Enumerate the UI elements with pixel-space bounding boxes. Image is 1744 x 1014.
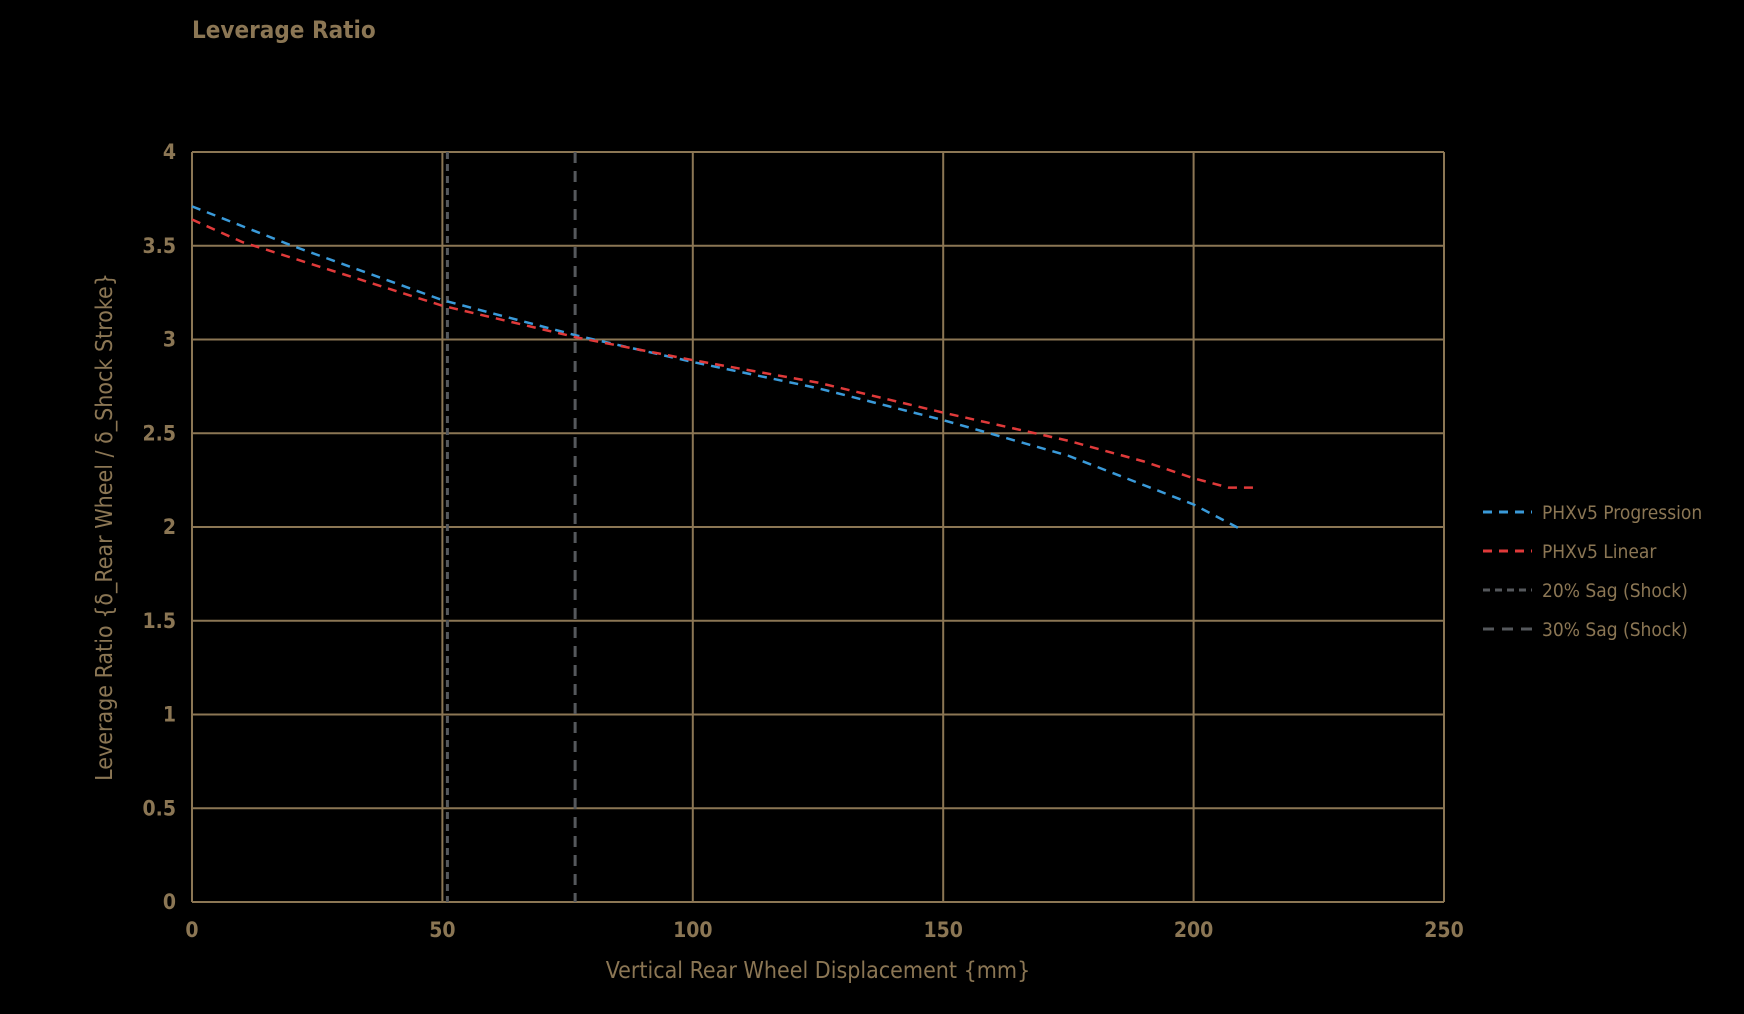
legend-label: 20% Sag (Shock) bbox=[1542, 580, 1688, 602]
y-tick-label: 1 bbox=[163, 703, 176, 727]
x-tick-label: 250 bbox=[1424, 918, 1463, 942]
legend-label: PHXv5 Progression bbox=[1542, 502, 1702, 524]
x-tick-label: 200 bbox=[1174, 918, 1213, 942]
y-tick-label: 2.5 bbox=[143, 421, 176, 445]
y-tick-label: 0.5 bbox=[143, 796, 176, 820]
y-tick-label: 3.5 bbox=[143, 234, 176, 258]
y-tick-label: 4 bbox=[163, 140, 176, 164]
legend-label: 30% Sag (Shock) bbox=[1542, 619, 1688, 641]
series-line bbox=[191, 218, 1254, 489]
x-tick-label: 150 bbox=[923, 918, 962, 942]
y-tick-label: 1.5 bbox=[143, 609, 176, 633]
x-tick-label: 100 bbox=[673, 918, 712, 942]
x-axis-label: Vertical Rear Wheel Displacement {mm} bbox=[606, 958, 1031, 984]
y-tick-label: 3 bbox=[163, 328, 176, 352]
legend-label: PHXv5 Linear bbox=[1542, 541, 1657, 563]
y-tick-label: 2 bbox=[163, 515, 176, 539]
x-tick-label: 50 bbox=[429, 918, 455, 942]
chart-title: Leverage Ratio bbox=[192, 16, 376, 44]
y-axis-label: Leverage Ratio {δ_Rear Wheel / δ_Shock S… bbox=[92, 273, 118, 781]
y-tick-label: 0 bbox=[163, 890, 176, 914]
series-line bbox=[191, 205, 1245, 532]
x-tick-label: 0 bbox=[185, 918, 198, 942]
